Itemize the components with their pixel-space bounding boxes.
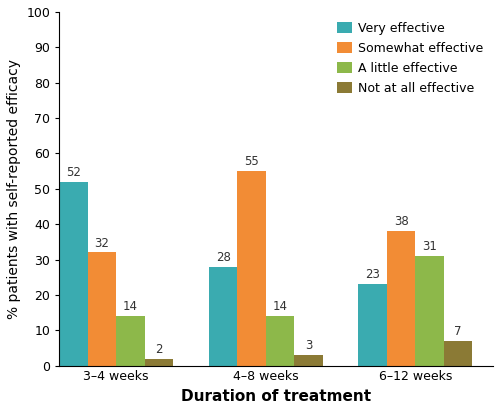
Bar: [238, 171, 266, 366]
Bar: [88, 252, 116, 366]
Bar: [294, 355, 322, 366]
Text: 28: 28: [216, 251, 230, 264]
Bar: [144, 358, 173, 366]
Text: 3: 3: [304, 339, 312, 352]
Text: 55: 55: [244, 155, 259, 168]
Text: 14: 14: [272, 300, 287, 313]
Y-axis label: % patients with self-reported efficacy: % patients with self-reported efficacy: [7, 59, 21, 319]
Bar: [416, 256, 444, 366]
Bar: [209, 267, 238, 366]
Bar: [444, 341, 472, 366]
Legend: Very effective, Somewhat effective, A little effective, Not at all effective: Very effective, Somewhat effective, A li…: [333, 18, 487, 98]
Bar: [266, 316, 294, 366]
Bar: [60, 182, 88, 366]
Text: 32: 32: [94, 237, 110, 249]
Text: 7: 7: [454, 325, 462, 338]
Bar: [358, 284, 387, 366]
Text: 38: 38: [394, 215, 408, 229]
Text: 52: 52: [66, 166, 81, 179]
X-axis label: Duration of treatment: Duration of treatment: [181, 389, 372, 404]
Text: 2: 2: [155, 343, 162, 356]
Text: 31: 31: [422, 240, 437, 253]
Bar: [116, 316, 144, 366]
Text: 14: 14: [123, 300, 138, 313]
Text: 23: 23: [365, 268, 380, 282]
Bar: [387, 231, 416, 366]
